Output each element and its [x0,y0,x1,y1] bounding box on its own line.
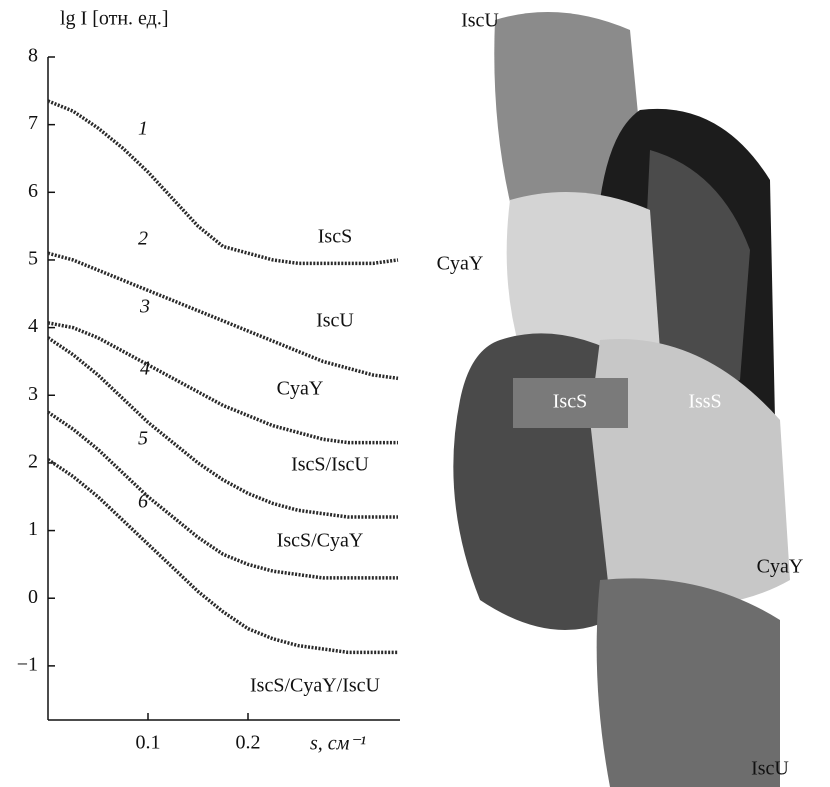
image-label: IscU [751,758,789,780]
series-label: CyaY [277,378,324,400]
curve-number: 1 [138,118,148,140]
curve-number: 5 [138,428,148,450]
y-tick-label: 8 [28,45,38,67]
data-curve [47,251,399,381]
curve-number: 3 [139,296,150,318]
image-label: IscS [553,391,587,413]
y-tick-label: −1 [17,653,38,675]
image-label: IssS [688,391,721,413]
curve-number: 4 [140,358,150,380]
y-axis-label: lg I [отн. ед.] [60,8,169,30]
image-label: CyaY [437,253,484,275]
data-curve [47,336,398,519]
x-tick-label: 0.2 [236,732,261,754]
series-label: IscS/CyaY/IscU [250,675,381,697]
series-label: IscU [316,310,354,332]
y-tick-label: 2 [28,451,38,473]
y-tick-label: 5 [28,248,38,270]
image-label: CyaY [757,556,804,578]
data-curve [47,99,399,266]
data-curve [47,458,398,655]
y-tick-label: 4 [28,315,38,337]
y-tick-label: 1 [28,518,38,540]
y-tick-label: 0 [28,586,38,608]
series-label: IscS/IscU [291,454,369,476]
image-label: IscU [461,10,499,32]
data-curve [47,410,398,580]
x-tick-label: 0.1 [136,732,161,754]
data-curve [47,321,398,445]
series-label: IscS [318,226,352,248]
y-tick-label: 6 [28,180,38,202]
curve-number: 6 [138,491,148,513]
molecule-image [453,12,790,787]
x-axis-label: s, см⁻¹ [310,733,366,755]
y-tick-label: 7 [28,112,38,134]
y-tick-label: 3 [28,383,38,405]
series-label: IscS/CyaY [277,530,364,552]
curve-number: 2 [138,228,148,250]
